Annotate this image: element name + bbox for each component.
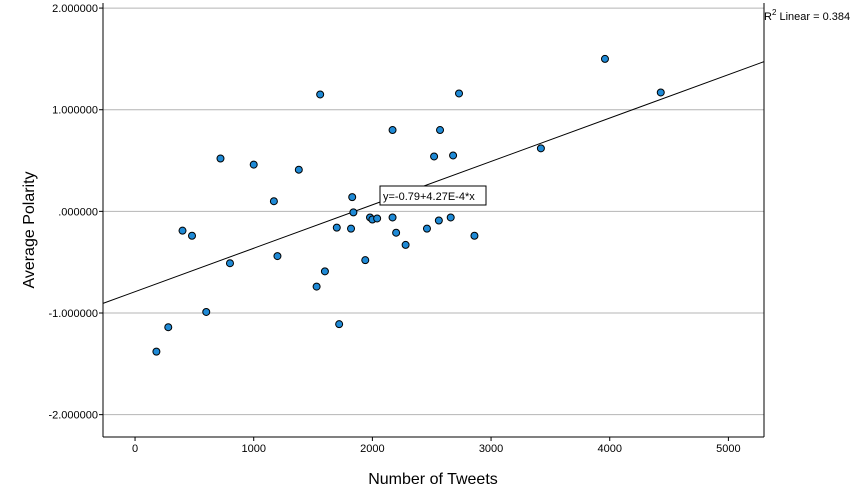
data-point: [332, 223, 341, 232]
data-point: [269, 197, 278, 206]
x-tick-label: 5000: [716, 443, 740, 455]
equation-annotation: y=-0.79+4.27E-4*x: [379, 185, 487, 206]
fit-line-group: [102, 61, 765, 304]
x-tick-label: 1000: [241, 443, 265, 455]
data-point: [392, 228, 401, 237]
data-point: [335, 320, 344, 329]
data-point: [178, 226, 187, 235]
equation-box: [379, 185, 487, 206]
data-point: [455, 89, 464, 98]
y-tick-label: 1.000000: [52, 105, 98, 117]
data-point: [388, 213, 397, 222]
fit-line: [102, 61, 765, 304]
data-point: [249, 160, 258, 169]
data-point: [470, 231, 479, 240]
data-point: [188, 231, 197, 240]
data-point: [152, 347, 161, 356]
data-point: [401, 240, 410, 249]
data-point: [388, 126, 397, 135]
y-tick-label: 2.000000: [52, 3, 98, 15]
y-tick-label: .000000: [58, 206, 98, 218]
data-point: [312, 282, 321, 291]
data-point: [316, 90, 325, 99]
data-point: [536, 144, 545, 153]
r2-text: Linear = 0.384: [776, 11, 850, 23]
x-tick-label: 2000: [360, 443, 384, 455]
data-point: [436, 126, 445, 135]
data-point: [349, 208, 358, 217]
r2-prefix: R: [764, 11, 772, 23]
data-point: [656, 88, 665, 97]
r2-superscript: 2: [772, 8, 777, 17]
data-point: [273, 252, 282, 261]
x-tick-label: 3000: [479, 443, 503, 455]
x-tick-labels: 0 1000 2000 3000 4000 5000: [132, 437, 741, 455]
data-point: [294, 165, 303, 174]
data-point: [202, 307, 211, 316]
data-point: [348, 193, 357, 202]
r2-label: R2 Linear = 0.384: [764, 8, 850, 23]
equation-label: y=-0.79+4.27E-4*x: [383, 191, 475, 203]
y-tick-labels: -2.000000 -1.000000 .000000 1.000000 2.00000…: [48, 3, 103, 422]
gridlines: [103, 7, 764, 416]
data-point: [164, 323, 173, 332]
data-point: [320, 267, 329, 276]
data-point: [347, 224, 356, 233]
axes: [102, 3, 765, 438]
data-point: [446, 213, 455, 222]
x-axis-title: Number of Tweets: [368, 471, 498, 488]
data-point: [361, 256, 370, 265]
data-point: [430, 152, 439, 161]
y-axis-title: Average Polarity: [21, 171, 38, 288]
data-point: [449, 151, 458, 160]
y-tick-label: -1.000000: [48, 308, 98, 320]
data-point: [422, 224, 431, 233]
data-point: [373, 214, 382, 223]
x-tick-label: 0: [132, 443, 138, 455]
y-tick-label: -2.000000: [48, 410, 98, 422]
data-point: [434, 216, 443, 225]
data-point: [225, 259, 234, 268]
data-point: [216, 154, 225, 163]
x-tick-label: 4000: [597, 443, 621, 455]
data-point: [600, 54, 609, 63]
